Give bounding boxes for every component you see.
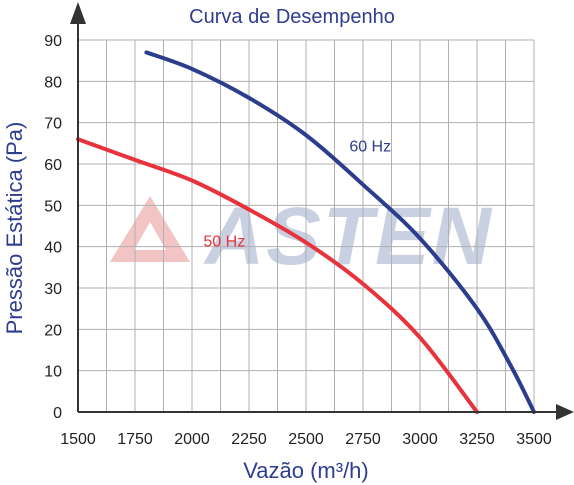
x-tick-label: 3250	[459, 431, 495, 448]
y-axis-arrow-icon	[70, 2, 86, 24]
x-tick-label: 2750	[345, 431, 381, 448]
y-tick-label: 20	[44, 322, 62, 339]
y-tick-label: 60	[44, 157, 62, 174]
watermark-text: ASTEN	[203, 191, 493, 282]
y-tick-label: 80	[44, 74, 62, 91]
y-axis-label: Pressão Estática (Pa)	[2, 122, 27, 335]
series-label-50hz: 50 Hz	[203, 234, 245, 251]
x-axis-label: Vazão (m³/h)	[243, 458, 369, 483]
series-line-60hz	[144, 50, 536, 414]
watermark-triangle-inner-icon	[134, 222, 166, 250]
x-tick-label: 1500	[60, 431, 96, 448]
y-tick-label: 40	[44, 240, 62, 257]
series-layer	[76, 50, 536, 414]
y-tick-label: 70	[44, 116, 62, 133]
x-axis-arrow-icon	[556, 404, 574, 420]
series-line-50hz	[76, 137, 479, 414]
y-tick-label: 30	[44, 281, 62, 298]
x-tick-label: 2000	[174, 431, 210, 448]
chart-axes	[70, 2, 574, 420]
y-tick-label: 0	[53, 405, 62, 422]
y-tick-label: 50	[44, 198, 62, 215]
chart-grid	[78, 39, 535, 412]
x-tick-label: 3000	[402, 431, 438, 448]
tick-labels: 1500 1750 2000 2250 2500 2750 3000 3250 3500 0 10 2…	[44, 33, 552, 448]
x-tick-label: 2250	[231, 431, 267, 448]
series-label-60hz: 60 Hz	[349, 139, 391, 156]
y-tick-label: 10	[44, 364, 62, 381]
watermark-logo: ASTEN	[110, 191, 493, 282]
series-labels: 60 Hz 50 Hz	[203, 139, 391, 251]
x-tick-label: 3500	[516, 431, 552, 448]
y-tick-label: 90	[44, 33, 62, 50]
x-tick-label: 1750	[117, 431, 153, 448]
x-tick-label: 2500	[288, 431, 324, 448]
chart-title: Curva de Desempenho	[189, 6, 395, 28]
